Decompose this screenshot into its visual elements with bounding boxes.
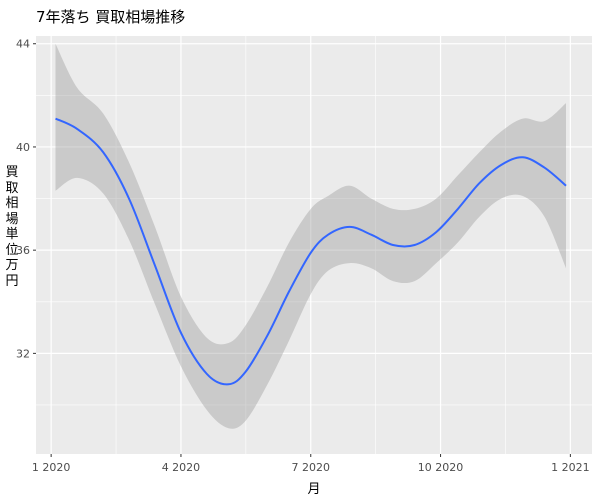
x-tick-label: 7 2020 [292, 461, 331, 474]
x-tick-label: 4 2020 [162, 461, 201, 474]
chart-title: 7年落ち 買取相場推移 [36, 8, 186, 26]
x-tick-label: 1 2020 [32, 461, 71, 474]
y-tick-label: 40 [16, 141, 30, 154]
confidence-band [55, 43, 566, 429]
x-tick-label: 10 2020 [418, 461, 464, 474]
series-line [55, 117, 567, 386]
x-axis-title: 月 [307, 482, 320, 497]
plot-panel [36, 36, 592, 454]
y-axis-title: 買取相場 単位 万円 [5, 165, 23, 289]
y-tick-label: 32 [16, 347, 30, 360]
x-tick-label: 1 2021 [551, 461, 590, 474]
y-tick-label: 36 [16, 244, 30, 257]
y-tick-label: 44 [16, 38, 30, 51]
